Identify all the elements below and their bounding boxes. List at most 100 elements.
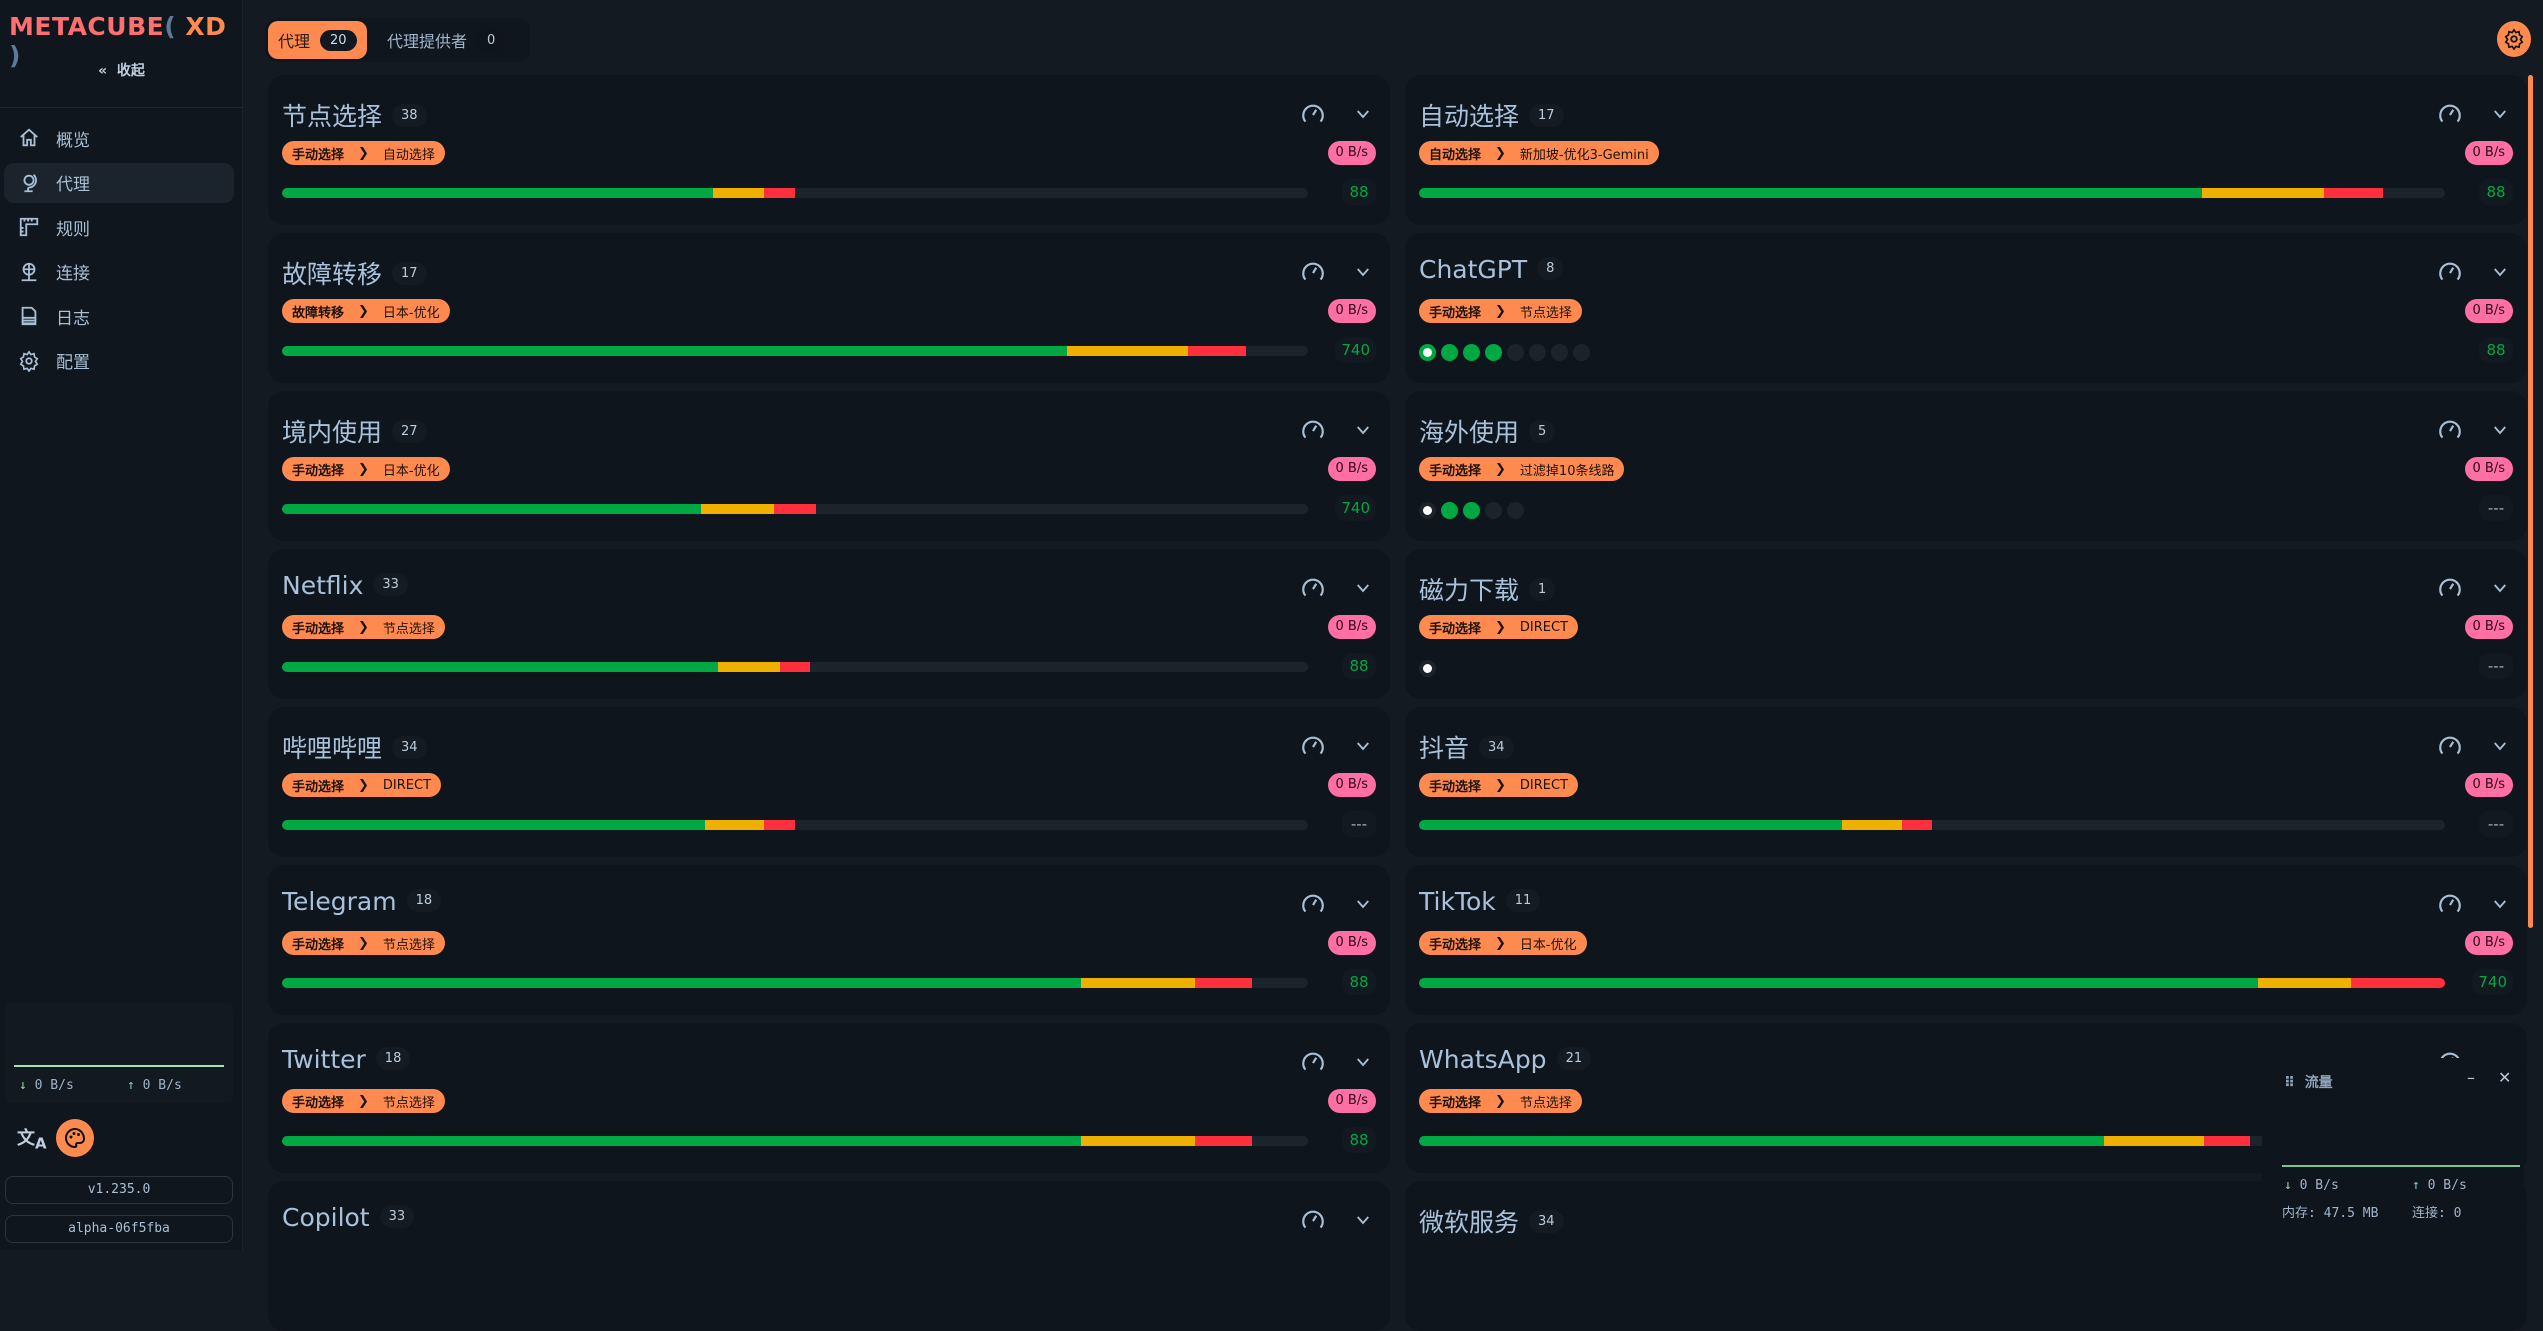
latency-badge[interactable]: 740 — [2472, 969, 2513, 995]
bar-medium — [718, 662, 780, 672]
translate-icon[interactable]: 文A — [17, 1128, 47, 1153]
proxy-group-card[interactable]: 磁力下载 1 手动选择 ❯ DIRECT 0 B/s --- — [1405, 549, 2527, 699]
proxy-group-card[interactable]: Netflix 33 手动选择 ❯ 节点选择 0 B/s 88 — [268, 549, 1390, 699]
speedometer-icon[interactable] — [1300, 733, 1326, 759]
chevron-down-icon[interactable] — [1354, 895, 1372, 913]
speedometer-icon[interactable] — [2437, 101, 2463, 127]
speedometer-icon[interactable] — [1300, 417, 1326, 443]
chevron-down-icon[interactable] — [1354, 263, 1372, 281]
chevron-down-icon[interactable] — [2491, 895, 2509, 913]
latency-badge[interactable]: 88 — [1342, 653, 1376, 679]
node-dot[interactable] — [1507, 502, 1524, 519]
speedometer-icon[interactable] — [1300, 575, 1326, 601]
node-dot[interactable] — [1573, 344, 1590, 361]
settings-button[interactable] — [2497, 21, 2531, 57]
proxy-group-card[interactable]: 故障转移 17 故障转移 ❯ 日本-优化 0 B/s 740 — [268, 233, 1390, 383]
sidebar-item-0[interactable]: 概览 — [4, 118, 234, 158]
proxy-group-card[interactable]: 节点选择 38 手动选择 ❯ 自动选择 0 B/s 88 — [268, 75, 1390, 225]
sidebar-item-3[interactable]: 连接 — [4, 252, 234, 292]
chevron-down-icon[interactable] — [2491, 737, 2509, 755]
node-dot[interactable] — [1419, 344, 1436, 361]
node-dot[interactable] — [1463, 344, 1480, 361]
latency-badge[interactable]: --- — [2479, 653, 2513, 679]
collapse-button[interactable]: « 收起 — [98, 63, 145, 79]
latency-badge[interactable]: 88 — [2479, 179, 2513, 205]
node-dot[interactable] — [1419, 660, 1436, 677]
speedometer-icon[interactable] — [1300, 101, 1326, 127]
proxy-group-card[interactable]: Twitter 18 手动选择 ❯ 节点选择 0 B/s 88 — [268, 1023, 1390, 1173]
latency-badge[interactable]: 740 — [1335, 495, 1376, 521]
sidebar-item-2[interactable]: 规则 — [4, 207, 234, 247]
node-dots — [1419, 660, 1436, 677]
node-dot[interactable] — [1529, 344, 1546, 361]
theme-button[interactable] — [56, 1119, 94, 1157]
node-dot[interactable] — [1485, 344, 1502, 361]
speedometer-icon[interactable] — [2437, 417, 2463, 443]
sidebar-traffic-chart: ↓ 0 B/s ↑ 0 B/s — [5, 1003, 233, 1103]
speedometer-icon[interactable] — [2437, 575, 2463, 601]
chevron-down-icon[interactable] — [2491, 579, 2509, 597]
chevron-down-icon[interactable] — [1354, 737, 1372, 755]
proxy-group-card[interactable]: TikTok 11 手动选择 ❯ 日本-优化 0 B/s 740 — [1405, 865, 2527, 1015]
node-dot[interactable] — [1441, 344, 1458, 361]
proxy-group-card[interactable]: ChatGPT 8 手动选择 ❯ 节点选择 0 B/s 88 — [1405, 233, 2527, 383]
scrollbar[interactable] — [2528, 75, 2533, 928]
node-dot[interactable] — [1551, 344, 1568, 361]
sidebar-item-1[interactable]: 代理 — [4, 162, 234, 203]
drag-handle-icon[interactable]: ⠿ — [2284, 1075, 2295, 1091]
version-badge[interactable]: v1.235.0 — [5, 1176, 233, 1204]
bar-medium — [1081, 978, 1196, 988]
chevron-down-icon[interactable] — [2491, 421, 2509, 439]
latency-badge[interactable]: 88 — [1342, 1127, 1376, 1153]
proxy-group-card[interactable]: 哔哩哔哩 34 手动选择 ❯ DIRECT 0 B/s --- — [268, 707, 1390, 857]
chevron-down-icon[interactable] — [1354, 105, 1372, 123]
sidebar-item-5[interactable]: 配置 — [4, 341, 234, 381]
speedometer-icon[interactable] — [1300, 891, 1326, 917]
latency-badge[interactable]: --- — [1342, 811, 1376, 837]
node-dot[interactable] — [1507, 344, 1524, 361]
latency-badge[interactable]: 740 — [1335, 337, 1376, 363]
speedometer-icon[interactable] — [2437, 891, 2463, 917]
latency-badge[interactable]: 88 — [1342, 969, 1376, 995]
latency-bar — [282, 346, 1308, 356]
chevron-down-icon[interactable] — [1354, 1053, 1372, 1071]
chevron-down-icon[interactable] — [1354, 421, 1372, 439]
current-node-chip: 自动选择 ❯ 新加坡-优化3-Gemini — [1419, 141, 1659, 165]
latency-badge[interactable]: --- — [2479, 495, 2513, 521]
latency-badge[interactable]: 88 — [2479, 337, 2513, 363]
chevron-down-icon[interactable] — [2491, 263, 2509, 281]
speedometer-icon[interactable] — [1300, 1207, 1326, 1233]
chevron-down-icon[interactable] — [1354, 1211, 1372, 1229]
chevron-down-icon[interactable] — [1354, 579, 1372, 597]
speedometer-icon[interactable] — [1300, 259, 1326, 285]
chevron-down-icon[interactable] — [2491, 105, 2509, 123]
sidebar-item-4[interactable]: 日志 — [4, 296, 234, 336]
node-count: 1 — [1529, 577, 1556, 601]
close-button[interactable]: ✕ — [2498, 1068, 2512, 1087]
build-badge[interactable]: alpha-06f5fba — [5, 1215, 233, 1243]
latency-badge[interactable]: 88 — [1342, 179, 1376, 205]
speedometer-icon[interactable] — [2437, 259, 2463, 285]
speedometer-icon[interactable] — [2437, 733, 2463, 759]
proxy-group-card[interactable]: 海外使用 5 手动选择 ❯ 过滤掉10条线路 0 B/s --- — [1405, 391, 2527, 541]
proxy-group-card[interactable]: 抖音 34 手动选择 ❯ DIRECT 0 B/s --- — [1405, 707, 2527, 857]
minimize-button[interactable]: – — [2467, 1068, 2475, 1087]
bar-good — [1419, 820, 1842, 830]
bar-bad — [774, 504, 816, 514]
chevron-right-icon: ❯ — [358, 303, 369, 319]
node-dot[interactable] — [1485, 502, 1502, 519]
proxy-group-card[interactable]: Telegram 18 手动选择 ❯ 节点选择 0 B/s 88 — [268, 865, 1390, 1015]
proxy-group-card[interactable]: Copilot 33 — [268, 1181, 1390, 1331]
rate-badge: 0 B/s — [2464, 931, 2513, 955]
latency-badge[interactable]: --- — [2479, 811, 2513, 837]
node-dot[interactable] — [1463, 502, 1480, 519]
proxy-group-card[interactable]: 自动选择 17 自动选择 ❯ 新加坡-优化3-Gemini 0 B/s 88 — [1405, 75, 2527, 225]
node-dot[interactable] — [1441, 502, 1458, 519]
tab-proxy-providers[interactable]: 代理提供者 0 — [377, 21, 515, 59]
proxy-group-card[interactable]: 境内使用 27 手动选择 ❯ 日本-优化 0 B/s 740 — [268, 391, 1390, 541]
current-node-chip: 手动选择 ❯ DIRECT — [1419, 615, 1579, 639]
speedometer-icon[interactable] — [1300, 1049, 1326, 1075]
node-dot[interactable] — [1419, 502, 1436, 519]
home-icon — [18, 127, 40, 149]
tab-proxies[interactable]: 代理 20 — [268, 21, 367, 59]
